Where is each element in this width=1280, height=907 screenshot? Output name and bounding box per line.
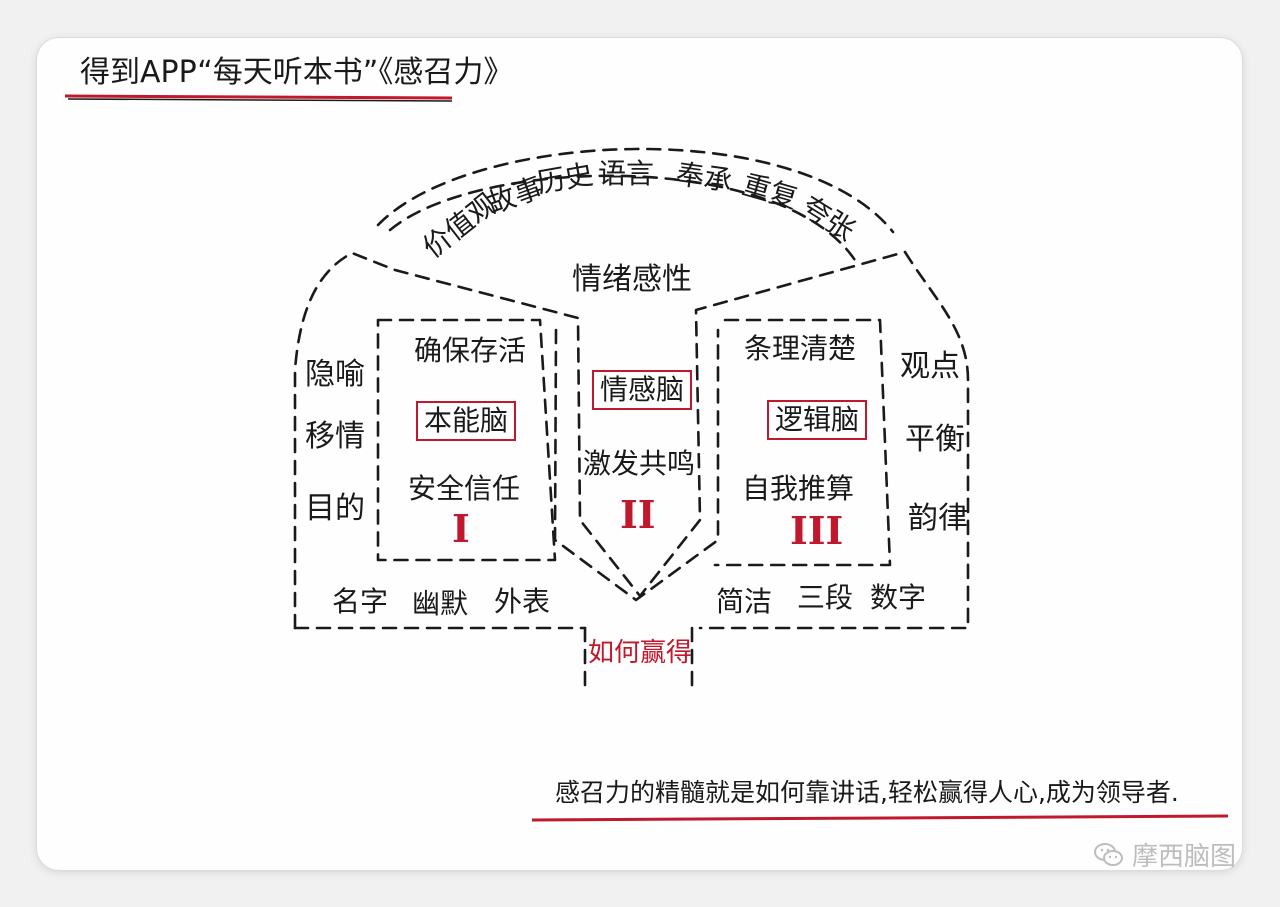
right-col-item: 平衡 [905, 422, 965, 457]
bottom-right-item: 三段 [797, 581, 854, 614]
title-underline-black [67, 98, 453, 102]
right-col-item: 韵律 [908, 501, 968, 536]
left-brain-top: 确保存活 [414, 334, 527, 367]
bottom-left-item: 幽默 [412, 587, 469, 620]
summary-text: 感召力的精髓就是如何靠讲话,轻松赢得人心,成为领导者. [555, 778, 1179, 807]
middle-brain-bottom: 激发共鸣 [583, 447, 696, 480]
right-inner-box [713, 318, 892, 567]
left-brain-numeral: I [452, 506, 470, 551]
bottom-left-item: 名字 [332, 585, 389, 618]
left-brain-name: 本能脑 [416, 401, 517, 441]
wechat-icon [1093, 842, 1123, 866]
title-underline [64, 94, 453, 100]
arc-band-inner [388, 174, 860, 267]
left-col-item: 隐喻 [305, 357, 365, 392]
arc-item-language: 语言 [598, 157, 655, 190]
right-brain-top: 条理清楚 [744, 332, 857, 365]
middle-chevron [553, 328, 720, 602]
top-center-label: 情绪感性 [572, 262, 692, 297]
left-brain-bottom: 安全信任 [408, 472, 521, 505]
bottom-right-item: 简洁 [716, 585, 773, 618]
middle-brain-numeral: II [620, 492, 656, 537]
left-col-item: 移情 [305, 419, 365, 454]
bottom-right-item: 数字 [870, 581, 927, 614]
right-brain-bottom: 自我推算 [742, 472, 855, 505]
watermark: 摩西脑图 [1093, 836, 1236, 873]
arc-band-outer [376, 147, 895, 234]
right-col-item: 观点 [900, 349, 960, 384]
right-brain-name: 逻辑脑 [767, 400, 868, 440]
left-col-item: 目的 [305, 491, 365, 526]
summary-underline [531, 814, 1229, 822]
outer-shape [293, 250, 970, 630]
paper-card [37, 38, 1242, 870]
arc-item-flattery: 奉承 [674, 157, 735, 198]
stem-label: 如何赢得 [588, 638, 693, 668]
page-title: 得到APP“每天听本书”《感召力》 [80, 55, 514, 90]
left-inner-box [376, 318, 557, 562]
middle-brain-name: 情感脑 [592, 370, 693, 410]
watermark-label: 摩西脑图 [1131, 842, 1236, 872]
right-brain-numeral: III [790, 508, 844, 553]
bottom-left-item: 外表 [494, 585, 551, 618]
